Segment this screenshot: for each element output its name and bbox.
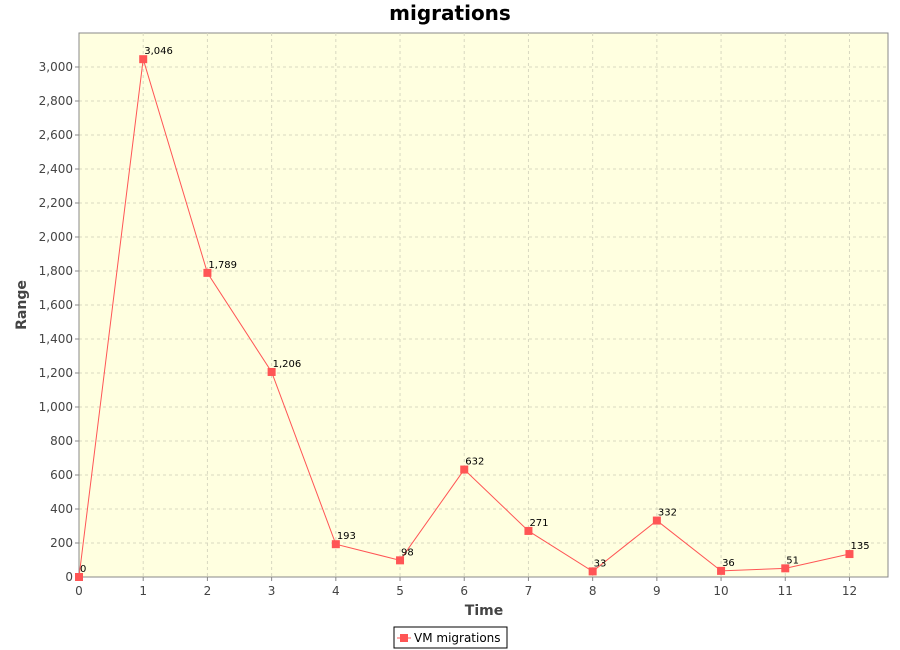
grid-lines bbox=[79, 33, 888, 577]
y-tick-label: 1,800 bbox=[39, 264, 73, 278]
x-axis-title: Time bbox=[465, 603, 503, 619]
data-label: 332 bbox=[658, 508, 677, 519]
x-tick-label: 1 bbox=[139, 584, 147, 598]
data-point bbox=[75, 573, 83, 581]
legend: VM migrations bbox=[393, 626, 508, 649]
data-point bbox=[652, 516, 661, 525]
legend-marker-swatch bbox=[400, 634, 408, 642]
data-point bbox=[588, 567, 597, 576]
data-point bbox=[203, 268, 212, 277]
y-tick-label: 3,000 bbox=[39, 60, 73, 74]
y-tick-label: 1,400 bbox=[39, 332, 73, 346]
data-point bbox=[845, 550, 854, 559]
y-tick-label: 1,200 bbox=[39, 366, 73, 380]
x-tick-label: 0 bbox=[75, 584, 83, 598]
x-tick-label: 12 bbox=[842, 584, 857, 598]
y-tick-label: 2,200 bbox=[39, 196, 73, 210]
data-point bbox=[717, 566, 726, 575]
data-point bbox=[781, 564, 790, 573]
x-tick-label: 3 bbox=[268, 584, 276, 598]
data-label: 0 bbox=[80, 564, 86, 575]
x-tick-label: 6 bbox=[460, 584, 468, 598]
data-label: 3,046 bbox=[144, 46, 173, 57]
y-tick-label: 400 bbox=[50, 502, 73, 516]
x-tick-label: 4 bbox=[332, 584, 340, 598]
data-label: 1,789 bbox=[208, 260, 237, 271]
x-tick-label: 10 bbox=[713, 584, 728, 598]
x-tick-label: 7 bbox=[525, 584, 533, 598]
y-tick-label: 1,000 bbox=[39, 400, 73, 414]
y-tick-label: 2,600 bbox=[39, 128, 73, 142]
data-label: 33 bbox=[594, 558, 607, 569]
data-label: 271 bbox=[529, 518, 548, 529]
data-label: 51 bbox=[786, 555, 799, 566]
x-tick-label: 2 bbox=[204, 584, 212, 598]
y-tick-label: 2,400 bbox=[39, 162, 73, 176]
data-point bbox=[139, 55, 148, 64]
data-point bbox=[331, 540, 340, 549]
x-tick-label: 9 bbox=[653, 584, 661, 598]
data-point bbox=[524, 526, 533, 535]
x-axis: 0 1 2 3 4 5 6 7 8 9 10 11 12 bbox=[75, 576, 888, 598]
legend-box bbox=[393, 626, 508, 649]
data-label: 193 bbox=[337, 531, 356, 542]
data-label: 632 bbox=[465, 457, 484, 468]
x-tick-label: 5 bbox=[396, 584, 404, 598]
data-point bbox=[460, 465, 469, 474]
y-tick-label: 2,000 bbox=[39, 230, 73, 244]
data-label: 135 bbox=[850, 541, 869, 552]
data-point bbox=[267, 367, 276, 376]
legend-label: VM migrations bbox=[414, 631, 501, 645]
data-label: 36 bbox=[722, 558, 735, 569]
y-tick-label: 200 bbox=[50, 536, 73, 550]
y-tick-label: 0 bbox=[65, 570, 73, 584]
y-tick-label: 1,600 bbox=[39, 298, 73, 312]
series-vm-migrations: 0 3,046 1,789 1,206 193 98 632 271 33 332 36 51 135 bbox=[75, 46, 870, 581]
y-axis: 0 200 400 600 800 1,000 1,200 1,400 1,600 1,800 2,… bbox=[39, 33, 80, 584]
y-tick-label: 800 bbox=[50, 434, 73, 448]
data-label: 98 bbox=[401, 547, 414, 558]
x-tick-label: 8 bbox=[589, 584, 597, 598]
y-tick-label: 600 bbox=[50, 468, 73, 482]
chart-title: migrations bbox=[389, 1, 511, 25]
data-point bbox=[396, 556, 405, 565]
data-label: 1,206 bbox=[273, 359, 302, 370]
y-tick-label: 2,800 bbox=[39, 94, 73, 108]
x-tick-label: 11 bbox=[778, 584, 793, 598]
y-axis-title: Range bbox=[14, 280, 30, 330]
